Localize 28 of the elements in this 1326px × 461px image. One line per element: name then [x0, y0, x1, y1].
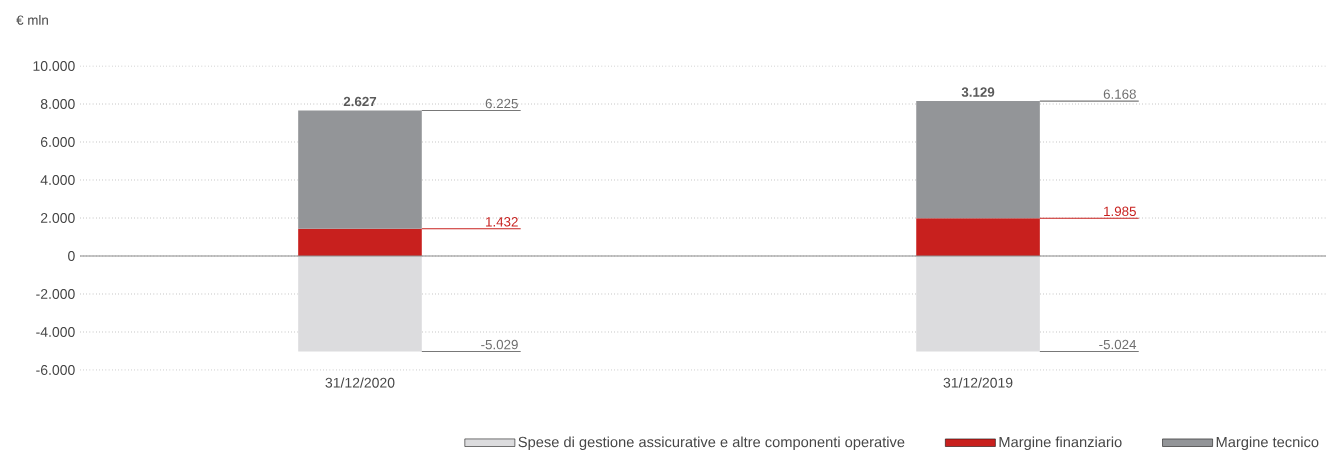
- bar: [916, 256, 1040, 352]
- y-tick-label: -6.000: [36, 365, 75, 375]
- y-tick-label: 2.000: [40, 213, 75, 223]
- bar: [916, 101, 1040, 219]
- y-tick-label: 6.000: [40, 137, 75, 147]
- y-tick-label: -2.000: [36, 289, 75, 299]
- data-label: 1.432: [486, 217, 518, 227]
- data-label: -5.024: [1099, 339, 1137, 350]
- y-tick-label: 0: [68, 251, 75, 261]
- bar: [298, 110, 422, 229]
- y-axis-title: € mln: [16, 15, 48, 25]
- bar: [298, 228, 422, 256]
- x-tick-label: 31/12/2020: [325, 377, 395, 388]
- y-tick-label: -4.000: [36, 327, 75, 337]
- x-tick-label: 31/12/2019: [943, 377, 1013, 388]
- legend-label: Margine finanziario: [999, 436, 1122, 451]
- data-label: 1.985: [1104, 206, 1136, 217]
- legend-label: Margine tecnico: [1216, 436, 1319, 451]
- total-label: 3.129: [961, 87, 995, 97]
- legend-label: Spese di gestione assicurative e altre componenti operative: [518, 436, 905, 451]
- total-label: 2.627: [343, 96, 377, 107]
- data-label: 6.168: [1103, 89, 1136, 99]
- y-tick-label: 4.000: [40, 175, 75, 185]
- y-tick-label: 8.000: [40, 99, 75, 109]
- data-label: 6.225: [485, 98, 518, 109]
- y-tick-label: 10.000: [33, 61, 75, 71]
- data-label: -5.029: [481, 339, 518, 350]
- bar: [298, 256, 422, 352]
